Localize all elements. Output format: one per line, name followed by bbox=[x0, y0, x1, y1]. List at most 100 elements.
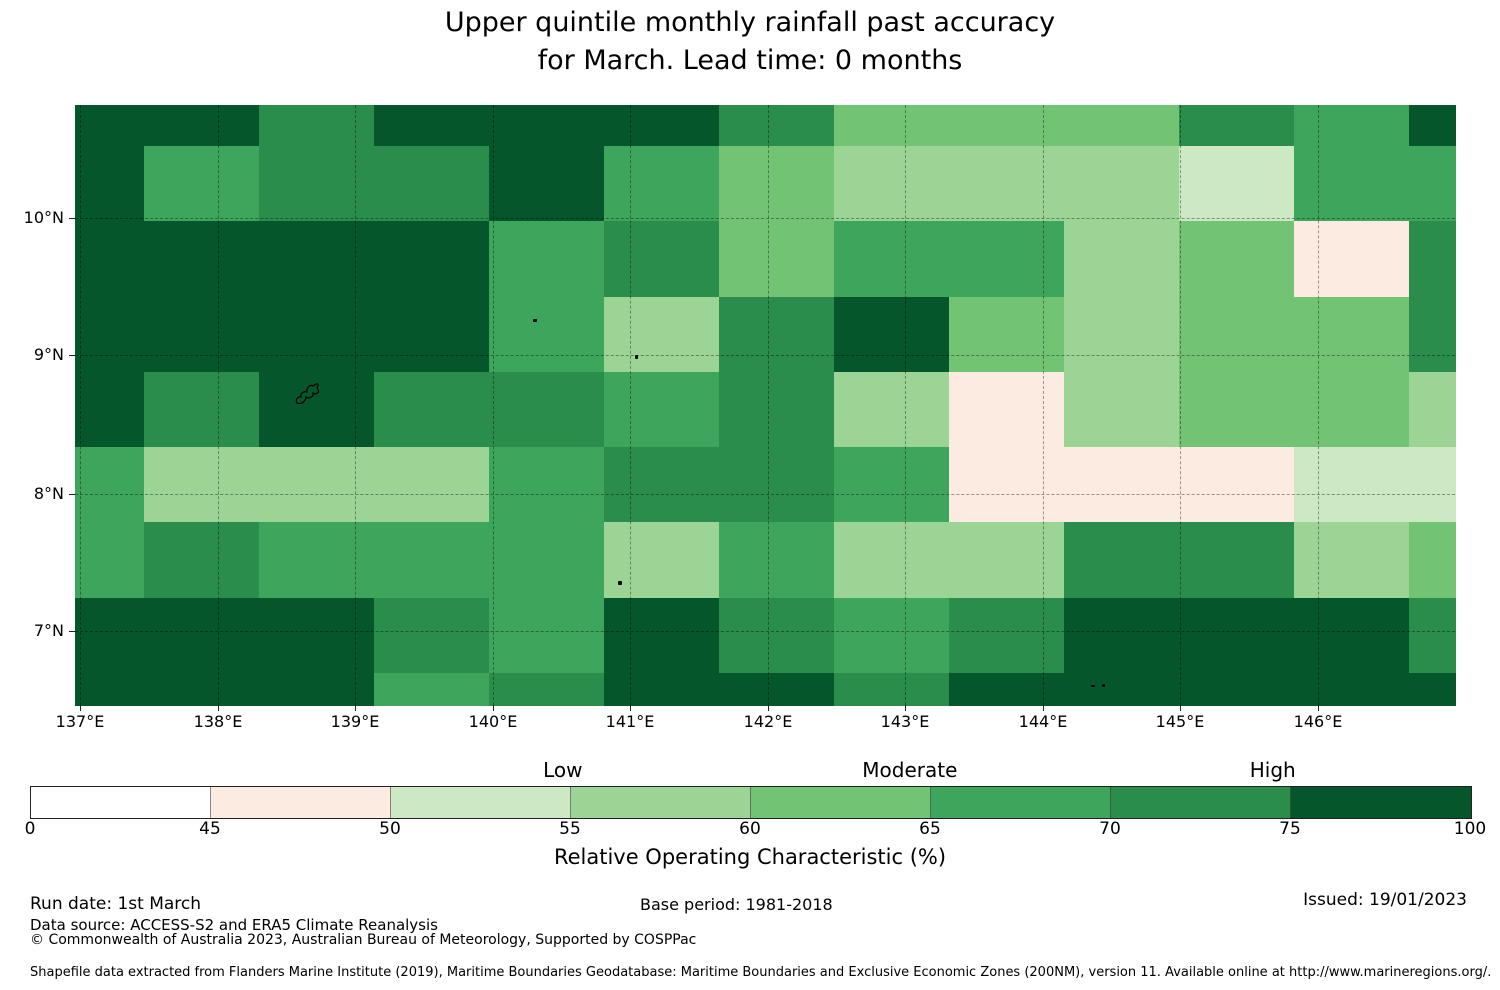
heatmap-cell bbox=[144, 447, 260, 523]
heatmap-cell bbox=[259, 447, 375, 523]
heatmap-cell bbox=[259, 105, 375, 147]
heatmap-cell bbox=[374, 598, 490, 674]
heatmap-cell bbox=[374, 297, 490, 373]
heatmap-cell bbox=[1064, 221, 1180, 298]
longitude-gridline bbox=[1180, 105, 1181, 705]
colorbar-caption: Relative Operating Characteristic (%) bbox=[553, 845, 947, 869]
colorbar-segment bbox=[1291, 787, 1471, 818]
base-period-text: Base period: 1981-2018 bbox=[640, 895, 833, 914]
heatmap-cell bbox=[834, 673, 950, 706]
heatmap-cell bbox=[1179, 673, 1295, 706]
latitude-gridline bbox=[75, 494, 1455, 495]
heatmap-cell bbox=[1064, 522, 1180, 599]
heatmap-cell bbox=[834, 522, 950, 599]
latitude-gridline bbox=[75, 218, 1455, 219]
heatmap-cell bbox=[1294, 297, 1410, 373]
longitude-gridline bbox=[630, 105, 631, 705]
heatmap-cell bbox=[834, 146, 950, 222]
heatmap-cell bbox=[949, 447, 1065, 523]
heatmap-cell bbox=[75, 522, 145, 599]
heatmap-cell bbox=[75, 447, 145, 523]
heatmap-cell bbox=[1064, 673, 1180, 706]
lon-tick-mark bbox=[493, 705, 494, 711]
heatmap-cell bbox=[719, 598, 835, 674]
lat-tick-mark bbox=[69, 355, 75, 356]
heatmap-cell bbox=[949, 105, 1065, 147]
lon-tick-mark bbox=[1180, 705, 1181, 711]
heatmap-cell bbox=[604, 146, 720, 222]
heatmap-cell bbox=[374, 372, 490, 448]
heatmap-cell bbox=[1294, 447, 1410, 523]
heatmap-cell bbox=[1409, 146, 1456, 222]
lon-tick-label: 140°E bbox=[468, 712, 518, 731]
lat-tick-label: 7°N bbox=[33, 621, 64, 640]
heatmap-cell bbox=[1179, 372, 1295, 448]
heatmap-cell bbox=[1409, 221, 1456, 298]
heatmap-cell bbox=[1294, 522, 1410, 599]
latitude-gridline bbox=[75, 631, 1455, 632]
heatmap-cell bbox=[489, 146, 605, 222]
copyright-text: © Commonwealth of Australia 2023, Austra… bbox=[30, 932, 697, 948]
heatmap-cell bbox=[1064, 146, 1180, 222]
heatmap-cell bbox=[75, 221, 145, 298]
heatmap-cell bbox=[949, 221, 1065, 298]
heatmap-cell bbox=[75, 105, 145, 147]
heatmap-cell bbox=[259, 673, 375, 706]
heatmap-cell bbox=[75, 673, 145, 706]
heatmap-cell bbox=[1064, 105, 1180, 147]
heatmap-cell bbox=[1409, 522, 1456, 599]
lon-tick-mark bbox=[1318, 705, 1319, 711]
colorbar-segment bbox=[1111, 787, 1291, 818]
lon-tick-label: 139°E bbox=[330, 712, 380, 731]
colorbar-segment bbox=[751, 787, 931, 818]
lon-tick-mark bbox=[768, 705, 769, 711]
heatmap-cell bbox=[719, 673, 835, 706]
heatmap-cell bbox=[1179, 146, 1295, 222]
colorbar-tick-label: 0 bbox=[24, 819, 36, 839]
run-date-text: Run date: 1st March bbox=[30, 894, 202, 914]
longitude-gridline bbox=[1318, 105, 1319, 705]
heatmap-cell bbox=[1409, 297, 1456, 373]
lat-tick-mark bbox=[69, 494, 75, 495]
lon-tick-mark bbox=[1043, 705, 1044, 711]
heatmap-cell bbox=[1179, 522, 1295, 599]
issued-date-text: Issued: 19/01/2023 bbox=[1303, 890, 1467, 910]
heatmap-cell bbox=[834, 297, 950, 373]
heatmap-cell bbox=[1294, 372, 1410, 448]
heatmap-cell bbox=[949, 297, 1065, 373]
heatmap-cell bbox=[604, 105, 720, 147]
colorbar-tick-label: 70 bbox=[1099, 819, 1121, 839]
colorbar-tick-label: 60 bbox=[739, 819, 761, 839]
map-speck bbox=[1091, 685, 1095, 687]
heatmap-cell bbox=[489, 105, 605, 147]
heatmap-cell bbox=[489, 221, 605, 298]
heatmap-cell bbox=[949, 522, 1065, 599]
heatmap-cell bbox=[834, 221, 950, 298]
heatmap-cell bbox=[489, 297, 605, 373]
heatmap-cell bbox=[604, 372, 720, 448]
heatmap-cell bbox=[1409, 105, 1456, 147]
lon-tick-label: 145°E bbox=[1155, 712, 1205, 731]
lon-tick-mark bbox=[355, 705, 356, 711]
map-speck bbox=[635, 355, 638, 359]
heatmap-cell bbox=[604, 297, 720, 373]
heatmap-cell bbox=[1409, 673, 1456, 706]
lat-tick-mark bbox=[69, 218, 75, 219]
lat-tick-label: 8°N bbox=[33, 484, 64, 503]
heatmap-cell bbox=[1409, 372, 1456, 448]
longitude-gridline bbox=[354, 105, 356, 705]
chart-title-line2: for March. Lead time: 0 months bbox=[537, 45, 963, 76]
heatmap-cell bbox=[374, 146, 490, 222]
heatmap-cell bbox=[144, 372, 260, 448]
heatmap-cell bbox=[949, 673, 1065, 706]
heatmap-cell bbox=[144, 522, 260, 599]
heatmap-cell bbox=[719, 297, 835, 373]
heatmap-cell bbox=[489, 372, 605, 448]
heatmap-cell bbox=[489, 673, 605, 706]
heatmap-cell bbox=[1179, 221, 1295, 298]
heatmap-cell bbox=[1294, 598, 1410, 674]
lat-tick-label: 10°N bbox=[23, 208, 64, 227]
heatmap-cell bbox=[259, 372, 375, 448]
longitude-gridline bbox=[79, 105, 81, 705]
heatmap-cell bbox=[604, 673, 720, 706]
